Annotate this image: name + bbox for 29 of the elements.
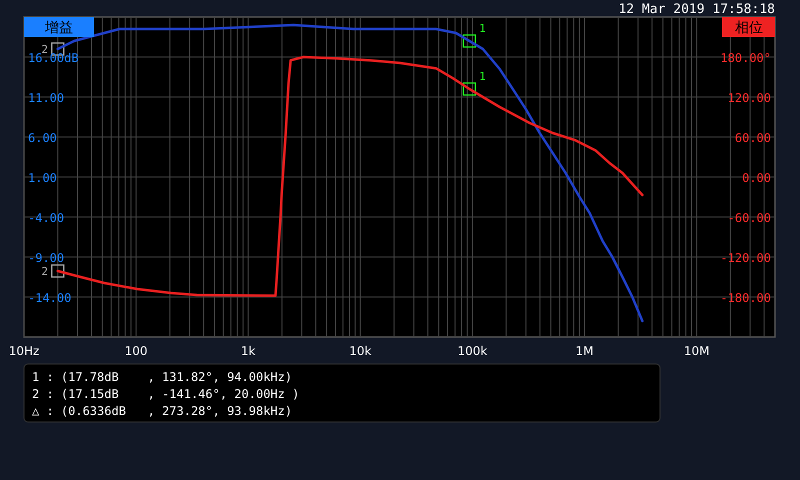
y-tick-label: -9.00 [28, 251, 64, 265]
y-tick-label: -14.00 [28, 291, 72, 305]
text: 2 : (17.15dB , -141.46°, 20.00Hz ) [32, 387, 300, 401]
y-tick-label: 11.00 [28, 91, 64, 105]
y-tick-label: 6.00 [28, 131, 57, 145]
y2-axis-title: 相位 [735, 20, 763, 36]
x-tick-label: 10k [349, 344, 372, 358]
y2-tick-label: 0.00 [742, 171, 771, 185]
y2-tick-label: -60.00 [728, 211, 771, 225]
y2-tick-label: 60.00 [734, 131, 771, 145]
y2-tick-label: 180.00° [720, 51, 771, 65]
x-tick-label: 1M [576, 344, 594, 358]
y2-tick-label: 120.00 [728, 91, 771, 105]
y2-tick-label: -180.00 [720, 291, 771, 305]
text: 1 : (17.78dB , 131.82°, 94.00kHz) [32, 370, 292, 384]
y-tick-label: -4.00 [28, 211, 64, 225]
series-label: 1 [479, 22, 486, 35]
y-tick-label: 1.00 [28, 171, 57, 185]
x-tick-label: 100k [457, 344, 488, 358]
x-tick-label: 100 [124, 344, 148, 358]
y2-tick-label: -120.00 [720, 251, 771, 265]
text: △ : (0.6336dB , 273.28°, 93.98kHz) [32, 404, 292, 418]
series-label: 1 [479, 70, 486, 83]
x-tick-label: 10Hz [8, 344, 40, 358]
series-label: 2 [41, 265, 48, 278]
y-axis-title: 增益 [44, 20, 73, 36]
annotation: 12 Mar 2019 17:58:18 [618, 2, 775, 17]
x-tick-label: 10M [684, 344, 710, 358]
x-tick-label: 1k [240, 344, 256, 358]
